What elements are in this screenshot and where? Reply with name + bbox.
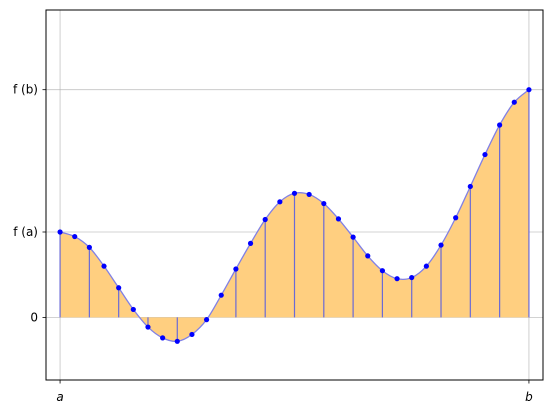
sample-point-7 bbox=[160, 335, 166, 341]
sample-point-25 bbox=[423, 263, 429, 269]
sample-point-16 bbox=[291, 190, 298, 196]
sample-point-18 bbox=[321, 200, 327, 207]
sample-point-19 bbox=[335, 216, 342, 222]
sample-point-15 bbox=[277, 199, 283, 205]
sample-point-12 bbox=[233, 266, 239, 272]
sample-point-22 bbox=[379, 268, 386, 274]
sample-point-1 bbox=[72, 233, 78, 240]
sample-point-14 bbox=[262, 216, 268, 223]
sample-point-6 bbox=[145, 324, 151, 330]
y-tick-label-1: f (a) bbox=[13, 225, 38, 239]
sample-point-28 bbox=[467, 183, 473, 190]
y-tick-labels: 0 f (a) f (b) bbox=[13, 83, 38, 325]
stems bbox=[59, 89, 530, 342]
sample-point-29 bbox=[482, 151, 488, 158]
sample-point-13 bbox=[247, 240, 254, 246]
sample-point-9 bbox=[189, 331, 195, 338]
sample-point-4 bbox=[116, 285, 122, 291]
sample-point-26 bbox=[438, 242, 444, 248]
y-tick-label-2: f (b) bbox=[13, 83, 38, 97]
sample-point-3 bbox=[101, 263, 107, 269]
sample-point-17 bbox=[306, 191, 312, 198]
axes-frame bbox=[45, 9, 544, 381]
sample-point-8 bbox=[174, 338, 180, 344]
sample-point-20 bbox=[350, 234, 356, 240]
sample-point-0 bbox=[57, 229, 63, 235]
sample-point-24 bbox=[409, 274, 415, 281]
x-tick-label-0: a bbox=[56, 390, 63, 404]
sample-point-23 bbox=[394, 276, 400, 282]
ticks bbox=[42, 89, 530, 384]
sample-point-2 bbox=[86, 244, 92, 250]
sample-point-31 bbox=[511, 99, 517, 105]
sample-point-30 bbox=[497, 122, 503, 128]
sample-point-11 bbox=[218, 292, 224, 298]
sample-point-10 bbox=[203, 317, 210, 323]
sample-point-32 bbox=[526, 87, 532, 93]
sample-point-27 bbox=[453, 215, 459, 221]
sample-point-21 bbox=[365, 253, 371, 259]
x-tick-label-1: b bbox=[525, 390, 533, 404]
sample-points bbox=[57, 87, 532, 344]
sample-point-5 bbox=[130, 306, 136, 313]
y-tick-label-0: 0 bbox=[30, 310, 38, 324]
